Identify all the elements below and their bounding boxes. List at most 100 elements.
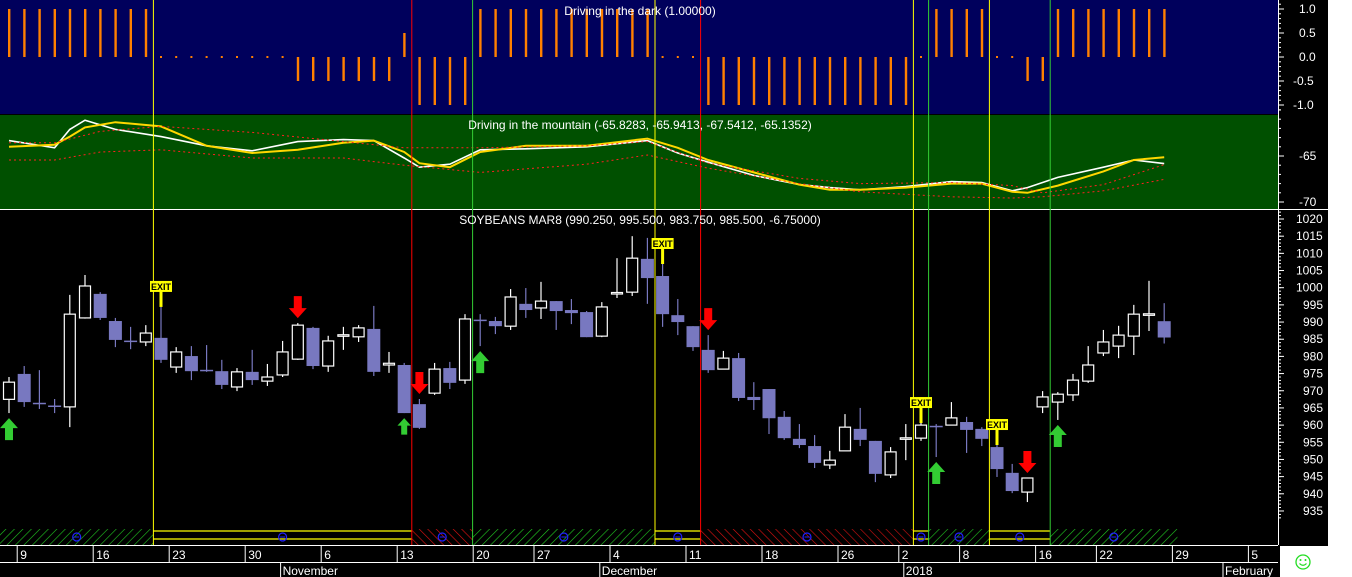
signal-bar [631, 9, 634, 57]
candle [945, 402, 958, 426]
candle-body [352, 327, 365, 338]
signal-dot [266, 56, 269, 58]
oscillator-panel-title: Driving in the mountain (-65.8283, -65.9… [468, 118, 812, 132]
candle [443, 361, 457, 390]
price-y-axis-label: 950 [1303, 452, 1323, 466]
candle-body [322, 340, 335, 367]
signal-bar [1102, 9, 1105, 57]
signal-bar [114, 9, 117, 57]
candlesticks [2, 236, 1171, 503]
signal-bar [570, 9, 573, 57]
candle-body [717, 357, 730, 370]
smiley-icon[interactable] [1295, 554, 1311, 570]
candle-body [549, 301, 563, 312]
candle-body [1021, 477, 1034, 493]
signal-bar [144, 9, 148, 57]
candle [960, 416, 974, 453]
signal-bar [874, 57, 877, 105]
price-y-axis-label: 1010 [1296, 246, 1323, 260]
candle-body [1157, 321, 1171, 338]
month-tick-label: December [602, 564, 657, 577]
signal-bar [68, 9, 72, 57]
date-tick-label: 9 [20, 548, 27, 562]
price-y-axis-label: 945 [1303, 470, 1323, 484]
signal-dot [160, 56, 162, 58]
signal-bar [935, 9, 938, 57]
candle [595, 302, 608, 338]
position-band-flat [913, 530, 929, 542]
candle [412, 398, 426, 429]
exit-flag: EXIT [651, 237, 674, 264]
date-tick-label: 16 [96, 548, 110, 562]
signal-dot [1011, 56, 1014, 58]
position-band-short [700, 529, 914, 545]
candle-body [32, 402, 46, 405]
candle [564, 299, 578, 325]
candle [686, 326, 700, 351]
candle [610, 258, 624, 299]
candle [276, 340, 289, 378]
signal-bar [798, 57, 801, 105]
band-face-icon [437, 532, 447, 542]
candle [929, 424, 943, 458]
signal-dot [920, 56, 922, 58]
candle [2, 377, 16, 414]
candle [1097, 329, 1110, 357]
candle [990, 445, 1004, 477]
candle [732, 352, 746, 402]
signal-bar [1163, 9, 1166, 57]
date-tick-label: 4 [613, 548, 620, 562]
buy-arrow-icon [397, 418, 411, 435]
candle [352, 325, 365, 342]
candle [63, 294, 76, 428]
candle [382, 351, 396, 373]
oscillator-line-red-dashed [9, 125, 1165, 194]
position-band-long [472, 529, 655, 545]
signal-bar [464, 57, 467, 105]
exit-flag: EXIT [910, 397, 932, 424]
sell-arrow-icon [699, 308, 718, 331]
candle [1142, 280, 1156, 331]
status-area [1280, 546, 1352, 577]
candle [322, 335, 335, 372]
signal-bar [707, 57, 710, 105]
band-face-icon [916, 532, 926, 542]
position-band-flat [655, 530, 701, 542]
signal-bar [980, 9, 984, 57]
signal-bar [585, 9, 588, 57]
price-y-axis-label: 1000 [1296, 281, 1323, 295]
candle-body [945, 417, 958, 426]
position-lines [152, 0, 1051, 545]
exit-label: EXIT [653, 239, 674, 249]
signal-dot [175, 56, 178, 58]
oscillator-line-red-dashed [9, 149, 1165, 199]
signal-panel [0, 0, 1278, 114]
exit-flag-box [651, 237, 674, 249]
candle-body [990, 447, 1004, 470]
candle [701, 335, 715, 373]
candle-body [823, 459, 836, 466]
candle [48, 398, 62, 414]
candle-body [458, 318, 472, 381]
candle [975, 427, 989, 447]
candle-body [397, 364, 411, 414]
candle [640, 237, 654, 304]
candle-body [2, 381, 16, 400]
price-y-axis-label: 935 [1303, 504, 1323, 518]
exit-label: EXIT [151, 282, 172, 292]
candle-body [412, 404, 426, 428]
price-y-axis-label: 985 [1303, 332, 1323, 346]
candle [488, 316, 502, 335]
price-y-axis-label: 970 [1303, 384, 1323, 398]
candle [747, 382, 761, 410]
exit-label: EXIT [987, 420, 1008, 430]
candle-body [853, 428, 867, 440]
signal-dot [205, 56, 208, 58]
candle [914, 423, 928, 441]
signal-dot [236, 56, 238, 58]
signal-bar [783, 57, 786, 105]
candle-body [595, 306, 608, 337]
date-tick-label: 30 [248, 548, 262, 562]
candle [549, 301, 563, 330]
signal-bar [23, 9, 26, 57]
